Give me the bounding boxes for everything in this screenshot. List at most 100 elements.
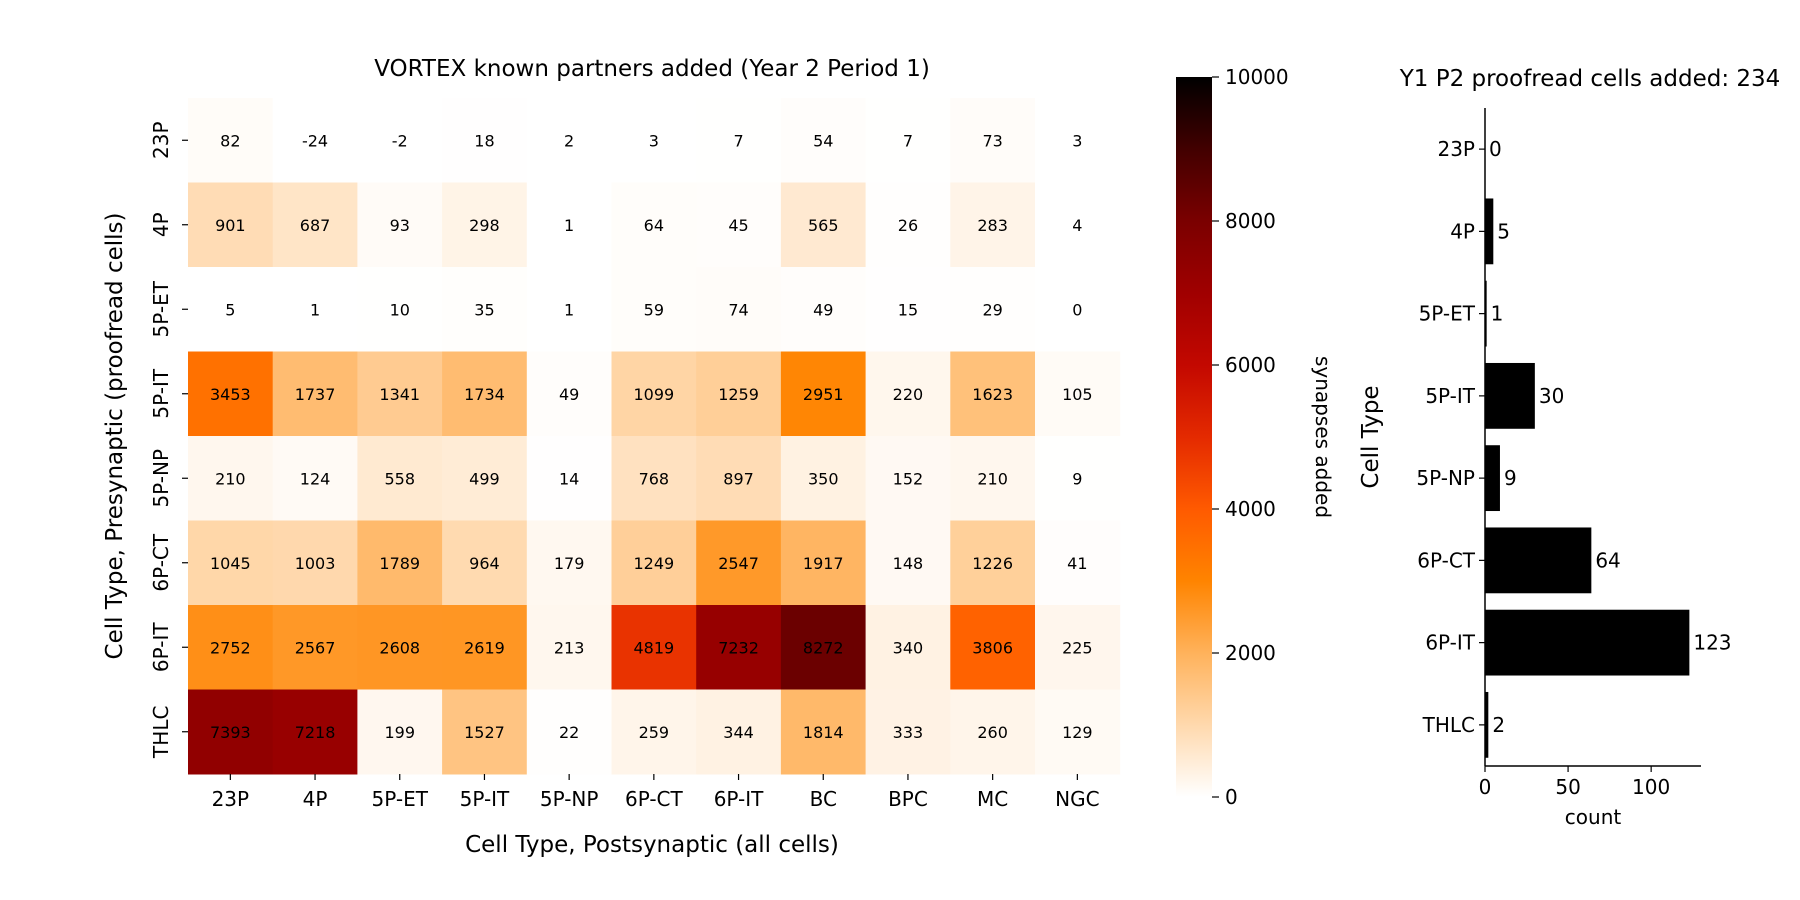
heatmap-cell — [950, 520, 1036, 606]
heatmap-cell — [950, 267, 1036, 352]
heatmap-cell — [865, 689, 951, 775]
heatmap-cell-label: 558 — [384, 469, 415, 488]
heatmap-cell-label: 105 — [1062, 385, 1093, 404]
heatmap-cell-label: 213 — [554, 638, 585, 657]
heatmap-cell-label: 148 — [893, 554, 924, 573]
heatmap-cell-label: 3 — [649, 131, 659, 150]
bar — [1485, 527, 1592, 594]
heatmap-cell-label: 45 — [728, 216, 748, 235]
heatmap-cell — [611, 98, 697, 183]
heatmap-xlabel: Cell Type, Postsynaptic (all cells) — [465, 832, 839, 858]
heatmap-cell-label: 7218 — [295, 723, 336, 742]
heatmap-x-tick-label: BPC — [888, 787, 928, 811]
colorbar-label: synapses added — [1311, 356, 1335, 518]
heatmap-cell — [272, 267, 358, 352]
heatmap-cell-label: 220 — [893, 385, 924, 404]
heatmap-cell — [357, 689, 443, 775]
heatmap-cell — [272, 520, 358, 606]
heatmap-y-tick-label: 5P-NP — [149, 449, 173, 508]
heatmap-cell-label: 225 — [1062, 638, 1093, 657]
heatmap-cell — [526, 520, 612, 606]
heatmap-y-tick-label: 6P-IT — [149, 622, 173, 672]
heatmap-cell — [865, 520, 951, 606]
colorbar-tick-label: 4000 — [1225, 497, 1276, 521]
bar-xlabel: count — [1565, 805, 1622, 829]
heatmap-cell-label: 7 — [903, 131, 913, 150]
heatmap-x-tick-label: 5P-ET — [372, 787, 429, 811]
bar-x-tick-label: 50 — [1555, 775, 1580, 799]
heatmap-cell-label: 93 — [390, 216, 410, 235]
heatmap-cell — [696, 98, 782, 183]
heatmap-cell — [865, 98, 951, 183]
heatmap-cell — [950, 689, 1036, 775]
heatmap-cell-label: 1789 — [379, 554, 420, 573]
heatmap-x-tick-label: 23P — [212, 787, 250, 811]
heatmap-cell — [357, 182, 443, 268]
colorbar-tick-label: 8000 — [1225, 209, 1276, 233]
heatmap-cell — [1035, 605, 1121, 690]
heatmap-cell — [780, 605, 867, 690]
heatmap-cell — [526, 98, 612, 183]
heatmap-x-tick-label: 5P-IT — [460, 787, 510, 811]
heatmap-cell-label: 259 — [639, 723, 670, 742]
heatmap-cell-label: 897 — [723, 469, 754, 488]
heatmap-cell — [780, 182, 867, 268]
heatmap-cell-label: 1341 — [379, 385, 420, 404]
colorbar: 0 2000 4000 6000 8000 10000 synapses added — [1176, 65, 1335, 809]
heatmap-cell — [865, 182, 951, 268]
heatmap-cell-label: 1737 — [295, 385, 336, 404]
heatmap-cell-label: 2752 — [210, 638, 251, 657]
heatmap-cell — [442, 689, 528, 775]
heatmap-cell-label: 9 — [1072, 469, 1082, 488]
heatmap-cell — [272, 605, 358, 690]
heatmap-x-tick-label: NGC — [1055, 787, 1099, 811]
heatmap-cell-label: 18 — [474, 131, 494, 150]
heatmap-cell-label: 260 — [977, 723, 1008, 742]
heatmap-cell-label: 964 — [469, 554, 500, 573]
heatmap-cell — [442, 605, 528, 690]
bar-y-tick-label: 6P-IT — [1425, 631, 1475, 655]
heatmap-cell-label: 7232 — [718, 638, 759, 657]
colorbar-tick-label: 2000 — [1225, 641, 1276, 665]
heatmap-cell — [272, 182, 358, 268]
heatmap-cell — [780, 351, 867, 437]
heatmap-cell — [611, 605, 697, 690]
heatmap-cell — [526, 689, 612, 775]
heatmap-cell-label: 49 — [559, 385, 579, 404]
heatmap-cell — [1035, 436, 1121, 521]
heatmap-cell-label: 0 — [1072, 300, 1082, 319]
heatmap-cell — [188, 520, 274, 606]
bar-value-label: 30 — [1539, 384, 1564, 408]
heatmap-cell — [780, 689, 867, 775]
heatmap-y-tick-label: 5P-IT — [149, 368, 173, 418]
heatmap-cell — [272, 351, 358, 437]
heatmap-cell-label: 8272 — [803, 638, 844, 657]
heatmap-cell-label: 565 — [808, 216, 839, 235]
bar — [1485, 280, 1487, 347]
heatmap-cell-label: 199 — [384, 723, 415, 742]
heatmap-cell — [272, 98, 358, 183]
heatmap-cell — [611, 689, 697, 775]
heatmap-cell-label: 1003 — [295, 554, 336, 573]
heatmap-cell — [357, 98, 443, 183]
heatmap-cell — [696, 436, 782, 521]
heatmap-cell — [1035, 689, 1121, 775]
heatmap-cell-label: 2547 — [718, 554, 759, 573]
heatmap-cell-label: 333 — [893, 723, 924, 742]
heatmap-cell-label: 2619 — [464, 638, 505, 657]
heatmap-cell-label: 35 — [474, 300, 494, 319]
bar — [1485, 362, 1535, 429]
heatmap-cell-label: 179 — [554, 554, 585, 573]
heatmap-cell-label: 22 — [559, 723, 579, 742]
heatmap-cell-label: 1099 — [633, 385, 674, 404]
heatmap-x-tick-label: 6P-CT — [625, 787, 684, 811]
bar-chart: Y1 P2 proofread cells added: 234 0 23P 5 4P… — [1358, 66, 1780, 829]
heatmap-x-tick-label: 4P — [303, 787, 328, 811]
bar-y-tick-label: 5P-NP — [1416, 466, 1475, 490]
heatmap-cell — [1035, 520, 1121, 606]
heatmap-cell-label: 73 — [982, 131, 1002, 150]
heatmap-cell — [357, 267, 443, 352]
heatmap-cell-label: 82 — [220, 131, 240, 150]
heatmap-cell — [1035, 351, 1121, 437]
heatmap-cell-label: 3453 — [210, 385, 251, 404]
